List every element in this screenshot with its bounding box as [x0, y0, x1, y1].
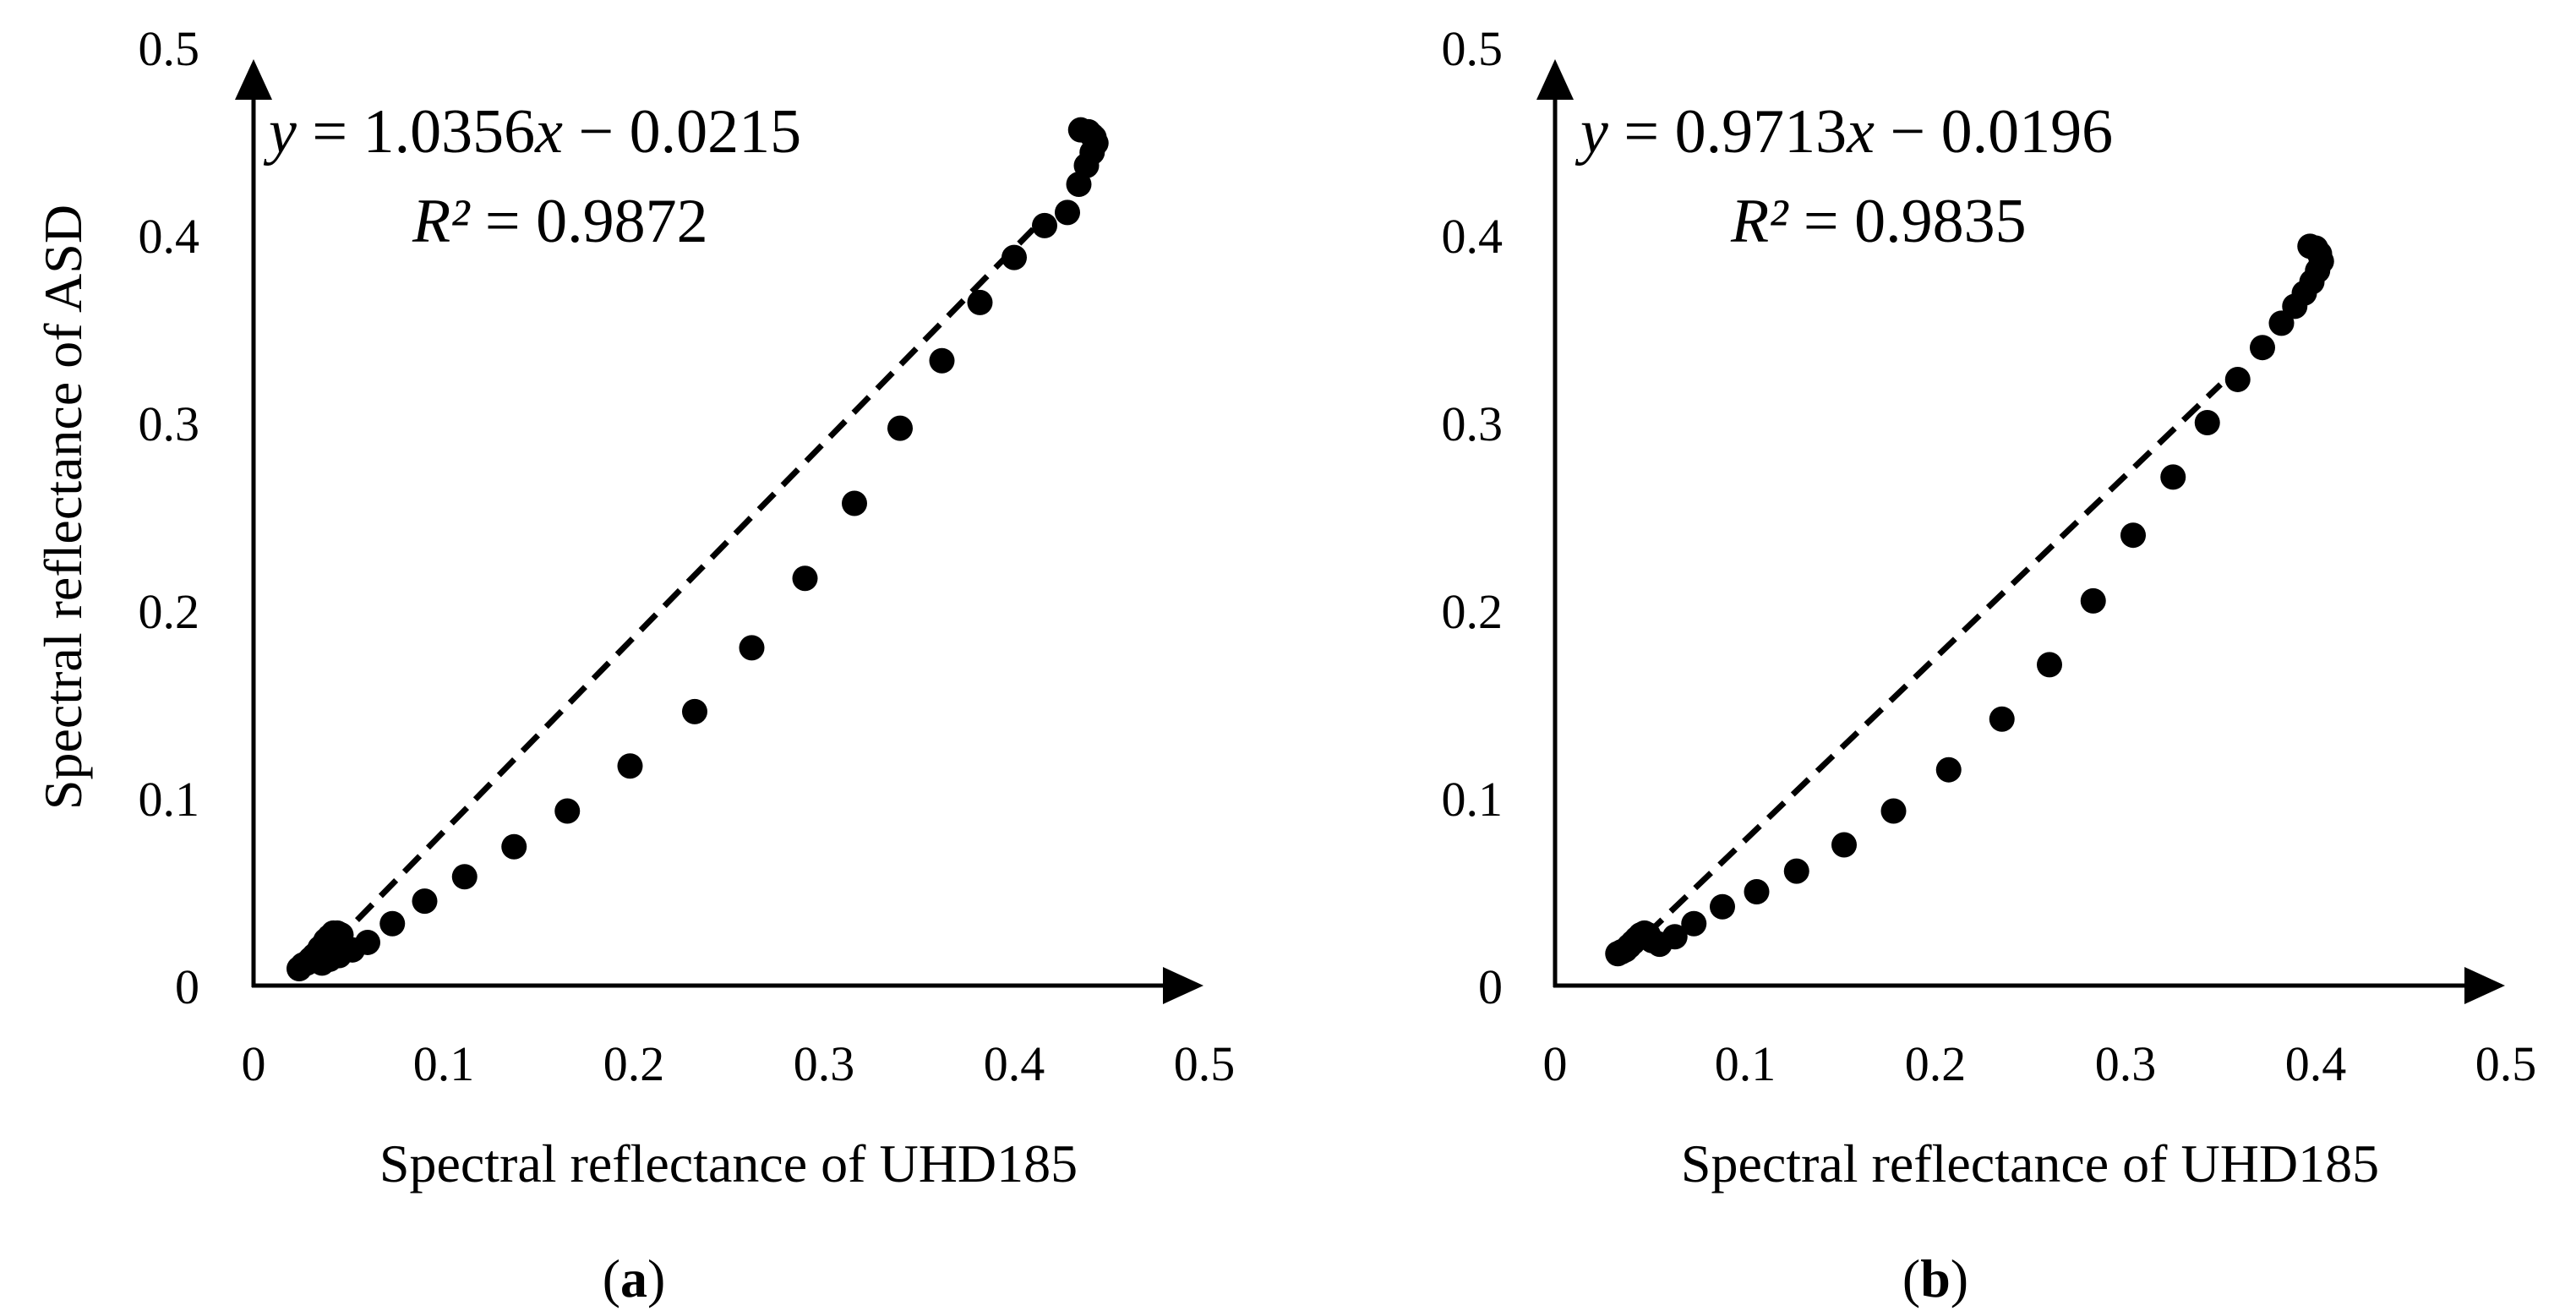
panel-a-data-point-33 [1055, 199, 1080, 226]
panel-a-label-open: ( [603, 1248, 620, 1308]
panel-a-label-letter: a [620, 1248, 647, 1308]
panel-a-data-point-27 [842, 490, 867, 516]
panel-b-data-point-21 [2080, 587, 2106, 614]
panel-b-y-tick-0: 0 [1478, 959, 1503, 1014]
panel-b-r2-value: = 0.9835 [1787, 187, 2026, 256]
panel-a-y-axis-title: Spectral reflectance of ASD [33, 205, 93, 810]
panel-a-data-point-25 [739, 635, 765, 661]
panel-a-label-close: ) [647, 1248, 665, 1308]
panel-b-y-tick-4: 0.4 [1442, 209, 1504, 264]
panel-b-data-point-15 [1783, 858, 1809, 884]
panel-a-eq-intercept: − 0.0215 [563, 97, 801, 167]
panel-b-eq-intercept: − 0.0196 [1875, 97, 2113, 167]
panel-b-trendline [1644, 382, 2223, 937]
panel-a-y-tick-3: 0.3 [139, 396, 200, 451]
panel-a-data-point-23 [617, 753, 643, 779]
panel-a-y-tick-1: 0.1 [139, 772, 200, 827]
panel-a-data-point-17 [355, 929, 380, 955]
panel-a-r2-value: = 0.9872 [469, 187, 707, 256]
panel-b-x-tick-2: 0.2 [1905, 1036, 1967, 1091]
panel-b-data-point-20 [2037, 652, 2062, 678]
panel-a-eq-x: x [534, 97, 563, 167]
panel-b-label-open: ( [1902, 1248, 1920, 1308]
panel-b-x-tick-3: 0.3 [2095, 1036, 2157, 1091]
panel-a-plot-area [287, 117, 1109, 982]
panel-b-regression-equation: y = 0.9713x − 0.0196 [1575, 97, 2113, 167]
panel-b-data-point-22 [2120, 522, 2146, 549]
panel-b-y-tick-1: 0.1 [1442, 772, 1504, 827]
panel-a-x-tick-2: 0.2 [603, 1036, 665, 1091]
panel-b-data-point-19 [1989, 706, 2015, 732]
panel-a-eq-y: y [263, 97, 297, 167]
panel-a-label: (a) [603, 1248, 666, 1308]
panel-b-y-tick-3: 0.3 [1442, 396, 1504, 451]
panel-b-y-tick-5: 0.5 [1442, 21, 1504, 76]
panel-b-x-axis-arrow [2464, 967, 2505, 1004]
panel-a-data-point-41 [1079, 123, 1105, 149]
panel-a-trendline [330, 227, 1036, 947]
panel-b-data-point-11 [1662, 924, 1688, 950]
panel-a: 0 0.1 0.2 0.3 0.4 0.5 0 0.1 0.2 0.3 0.4 … [33, 21, 1235, 1308]
panel-b-data-point-12 [1681, 910, 1707, 937]
panel-b-x-tick-1: 0.1 [1715, 1036, 1776, 1091]
panel-a-y-tick-2: 0.2 [139, 584, 200, 639]
panel-a-y-axis-arrow [235, 59, 272, 100]
panel-b-data-point-24 [2194, 410, 2220, 435]
panel-b-x-tick-4: 0.4 [2285, 1036, 2347, 1091]
panel-b-x-tick-5: 0.5 [2475, 1036, 2537, 1091]
panel-b: 0 0.1 0.2 0.3 0.4 0.5 0 0.1 0.2 0.3 0.4 … [1442, 21, 2537, 1308]
panel-a-x-tick-1: 0.1 [413, 1036, 475, 1091]
panel-a-y-tick-5: 0.5 [139, 21, 200, 76]
panel-b-r2-symbol: R² [1730, 187, 1789, 256]
panel-a-data-point-32 [1032, 212, 1057, 238]
panel-a-r2-symbol: R² [412, 187, 471, 256]
panel-b-y-axis-arrow [1536, 59, 1574, 100]
panel-b-r-squared: R² = 0.9835 [1730, 187, 2027, 256]
panel-a-data-point-30 [967, 289, 993, 315]
panel-a-eq-slope: = 1.0356 [297, 97, 535, 167]
panel-b-data-point-17 [1880, 798, 1907, 824]
panel-b-eq-x: x [1846, 97, 1875, 167]
panel-b-eq-slope: = 0.9713 [1608, 97, 1847, 167]
panel-a-data-point-28 [887, 415, 913, 441]
panel-b-label-letter: b [1920, 1248, 1951, 1308]
panel-b-plot-area [1605, 233, 2334, 967]
panel-a-x-tick-4: 0.4 [984, 1036, 1045, 1091]
panel-a-data-point-26 [792, 565, 818, 592]
panel-b-x-axis-title: Spectral reflectance of UHD185 [1681, 1133, 2379, 1194]
panel-b-label-close: ) [1951, 1248, 1968, 1308]
panel-b-x-tick-0: 0 [1543, 1036, 1568, 1091]
panel-a-x-axis-arrow [1163, 967, 1203, 1004]
panel-a-y-tick-4: 0.4 [139, 209, 200, 264]
panel-a-data-point-29 [929, 347, 955, 374]
panel-b-data-point-14 [1744, 879, 1770, 904]
panel-a-r-squared: R² = 0.9872 [412, 187, 708, 256]
panel-b-eq-y: y [1575, 97, 1608, 167]
panel-b-label: (b) [1902, 1248, 1968, 1308]
panel-a-data-point-22 [554, 798, 581, 824]
panel-a-x-axis-title: Spectral reflectance of UHD185 [379, 1133, 1078, 1194]
panel-b-data-point-35 [2297, 233, 2323, 259]
panel-a-data-point-24 [682, 698, 707, 724]
panel-a-data-point-19 [412, 888, 438, 915]
panel-b-data-point-26 [2250, 335, 2275, 361]
panel-a-y-tick-0: 0 [175, 959, 199, 1014]
panel-a-x-tick-3: 0.3 [794, 1036, 855, 1091]
panel-a-data-point-18 [379, 910, 406, 937]
panel-a-regression-equation: y = 1.0356x − 0.0215 [263, 97, 801, 167]
panel-a-data-point-31 [1001, 244, 1027, 270]
panel-b-data-point-16 [1831, 832, 1857, 858]
panel-b-data-point-18 [1935, 757, 1962, 783]
panel-b-data-point-13 [1710, 893, 1735, 920]
panel-a-x-tick-0: 0 [242, 1036, 266, 1091]
panel-a-x-tick-5: 0.5 [1174, 1036, 1236, 1091]
panel-b-data-point-23 [2160, 464, 2186, 490]
panel-a-data-point-20 [451, 864, 478, 890]
panel-a-data-point-21 [501, 833, 527, 860]
panel-b-data-point-25 [2224, 366, 2251, 392]
panel-b-y-tick-2: 0.2 [1442, 584, 1504, 639]
